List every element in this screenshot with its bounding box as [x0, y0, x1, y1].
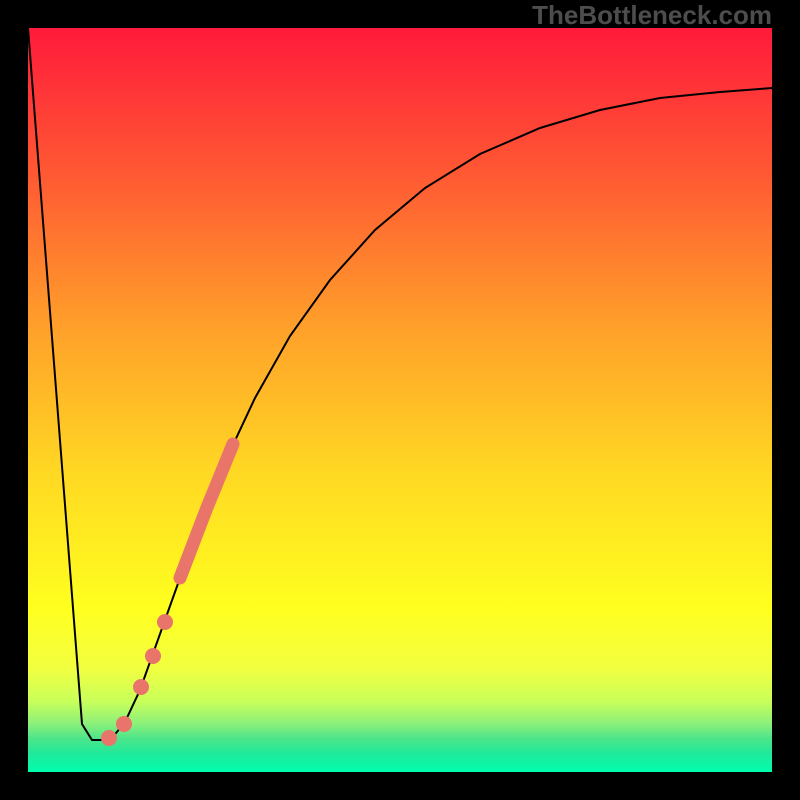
- highlight-segment: [180, 444, 233, 578]
- highlight-dot: [133, 679, 149, 695]
- bottleneck-curve: [28, 28, 772, 740]
- chart-svg-layer: [0, 0, 800, 800]
- watermark-text: TheBottleneck.com: [532, 0, 772, 31]
- plot-area: [28, 28, 772, 772]
- highlight-dot: [145, 648, 161, 664]
- outer-frame: TheBottleneck.com: [0, 0, 800, 800]
- highlight-dot: [157, 614, 173, 630]
- highlight-dot: [101, 730, 117, 746]
- highlight-dots-group: [101, 614, 173, 746]
- highlight-dot: [116, 716, 132, 732]
